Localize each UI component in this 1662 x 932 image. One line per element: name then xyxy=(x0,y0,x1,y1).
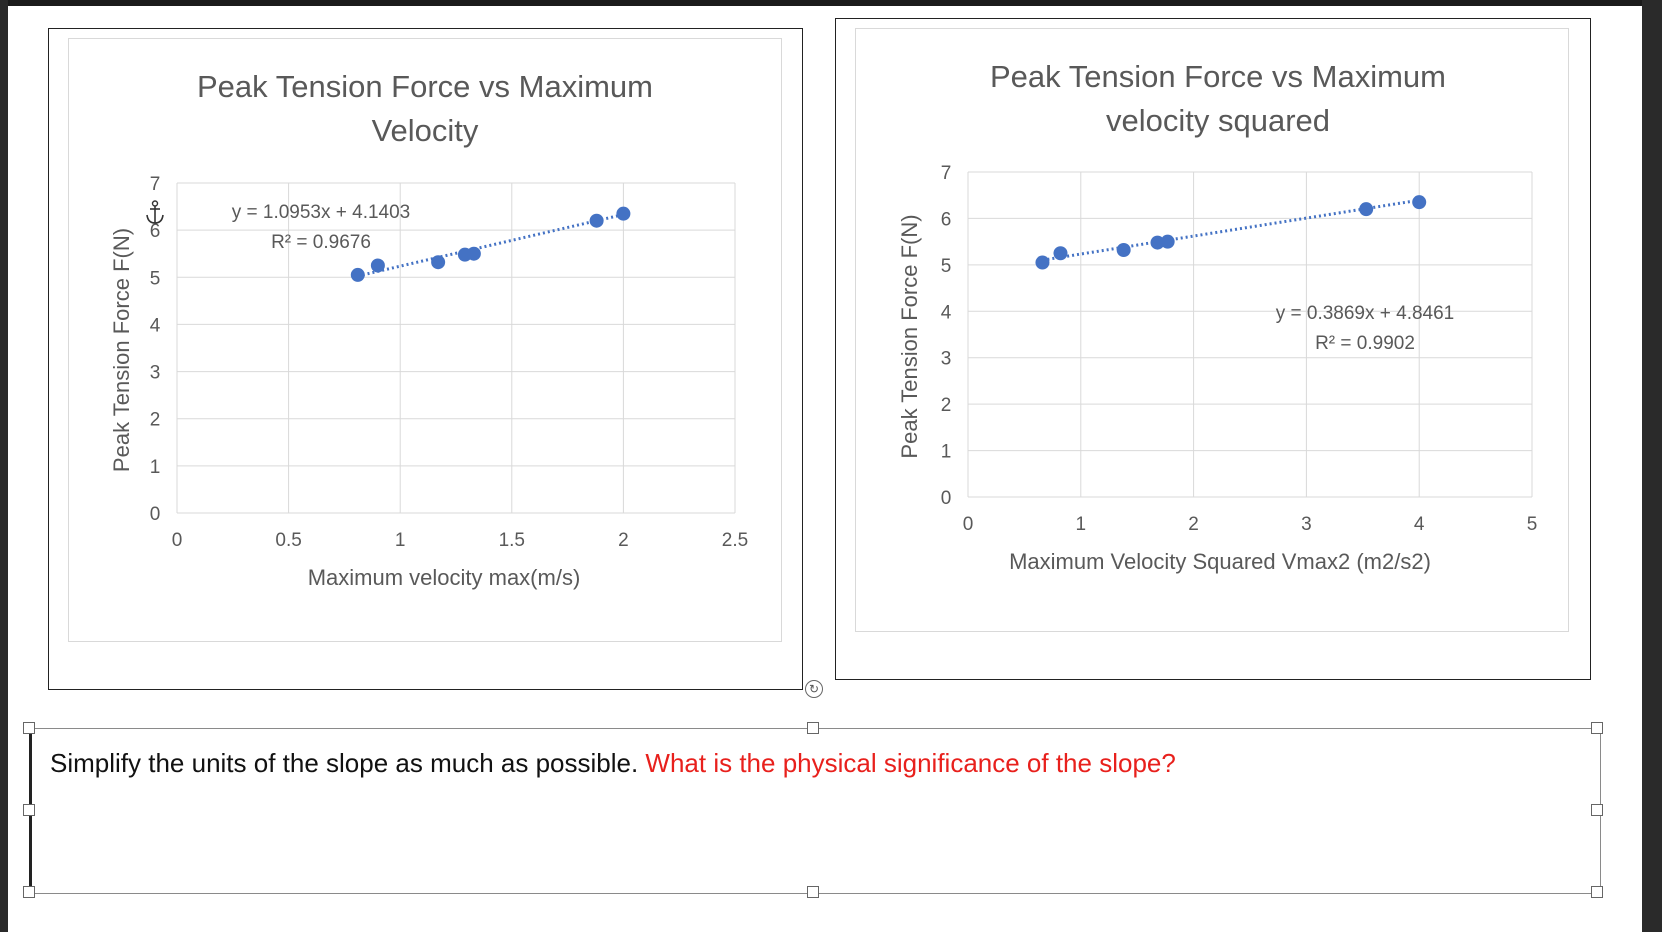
x-tick-label: 1 xyxy=(1076,514,1087,535)
y-tick-label: 0 xyxy=(941,488,952,509)
velocity-squared-chart-svg: Peak Tension Force vs Maximum velocity sq… xyxy=(897,59,1538,574)
trendline xyxy=(357,213,624,278)
data-point xyxy=(589,213,604,228)
data-point xyxy=(1116,243,1131,257)
x-tick-label: 0.5 xyxy=(275,530,301,551)
data-point xyxy=(431,255,446,270)
chart-area: Peak Tension Force vs Maximum velocity sq… xyxy=(855,28,1569,632)
data-point xyxy=(350,267,365,282)
x-tick-label: 2 xyxy=(1188,514,1199,535)
trendline xyxy=(1042,198,1420,262)
data-point xyxy=(616,206,631,221)
velocity-chart-svg: Peak Tension Force vs Maximum Velocity 0 0.… xyxy=(109,69,748,590)
trendline-equation: y = 0.3869x + 4.8461 xyxy=(1276,303,1455,324)
y-tick-label: 2 xyxy=(941,395,952,416)
x-tick-label: 5 xyxy=(1527,514,1538,535)
y-tick-label: 1 xyxy=(150,457,161,478)
data-point xyxy=(1150,235,1165,250)
y-tick-label: 6 xyxy=(941,209,952,230)
y-axis-label: Peak Tension Force F(N) xyxy=(897,214,922,458)
data-point xyxy=(1053,246,1068,261)
chart-title-line-2: velocity squared xyxy=(1106,103,1330,138)
chart-area: Peak Tension Force vs Maximum Velocity 0 0.… xyxy=(68,38,782,642)
window-top-edge xyxy=(0,0,1662,6)
y-tick-label: 4 xyxy=(150,315,161,336)
resize-handle-bottom-right[interactable] xyxy=(1591,886,1603,898)
y-tick-label: 0 xyxy=(150,504,161,525)
chart-object-velocity[interactable]: Peak Tension Force vs Maximum Velocity 0 0.… xyxy=(48,28,803,690)
y-tick-label: 2 xyxy=(150,410,161,431)
window-left-edge xyxy=(0,0,8,932)
data-point xyxy=(466,246,481,261)
question-red-text: What is the physical significance of the… xyxy=(645,748,1176,778)
resize-handle-top-left[interactable] xyxy=(23,722,35,734)
question-text: Simplify the units of the slope as much … xyxy=(50,748,1176,779)
x-axis-label: Maximum Velocity Squared Vmax2 (m2/s2) xyxy=(1009,549,1431,574)
x-tick-label: 4 xyxy=(1414,514,1425,535)
data-point xyxy=(1035,255,1050,270)
data-point xyxy=(370,258,385,273)
resize-handle-top-middle[interactable] xyxy=(807,722,819,734)
x-tick-label: 0 xyxy=(963,514,974,535)
y-tick-label: 5 xyxy=(941,256,952,277)
x-tick-label: 2.5 xyxy=(722,530,748,551)
x-tick-label: 3 xyxy=(1301,514,1312,535)
y-tick-label: 3 xyxy=(941,349,952,370)
x-tick-label: 1.5 xyxy=(499,530,525,551)
y-axis-label: Peak Tension Force F(N) xyxy=(109,228,134,472)
resize-handle-middle-left[interactable] xyxy=(23,804,35,816)
data-point xyxy=(1160,234,1175,249)
r-squared-value: R² = 0.9902 xyxy=(1315,333,1415,354)
x-axis-label: Maximum velocity max(m/s) xyxy=(308,565,581,590)
y-tick-label: 7 xyxy=(150,174,161,195)
anchor-icon xyxy=(146,200,164,224)
trendline-equation: y = 1.0953x + 4.1403 xyxy=(232,202,411,223)
y-tick-label: 6 xyxy=(150,221,161,242)
resize-handle-bottom-left[interactable] xyxy=(23,886,35,898)
chart-title-line-2: Velocity xyxy=(372,113,479,148)
x-tick-label: 1 xyxy=(395,530,406,551)
rotate-handle-icon[interactable]: ↻ xyxy=(805,680,823,698)
data-point xyxy=(1359,202,1374,217)
y-tick-label: 1 xyxy=(941,442,952,463)
chart-title-line-1: Peak Tension Force vs Maximum xyxy=(197,69,653,104)
y-tick-label: 3 xyxy=(150,363,161,384)
resize-handle-bottom-middle[interactable] xyxy=(807,886,819,898)
x-tick-label: 0 xyxy=(172,530,183,551)
data-point xyxy=(1412,195,1427,210)
y-tick-label: 4 xyxy=(941,302,952,323)
window-right-edge xyxy=(1642,0,1662,932)
chart-title-line-1: Peak Tension Force vs Maximum xyxy=(990,59,1446,94)
resize-handle-middle-right[interactable] xyxy=(1591,804,1603,816)
resize-handle-top-right[interactable] xyxy=(1591,722,1603,734)
r-squared-value: R² = 0.9676 xyxy=(271,232,371,253)
chart-object-velocity-squared[interactable]: Peak Tension Force vs Maximum velocity sq… xyxy=(835,18,1591,680)
question-black-text: Simplify the units of the slope as much … xyxy=(50,748,646,778)
y-tick-label: 5 xyxy=(150,268,161,289)
x-tick-label: 2 xyxy=(618,530,629,551)
y-tick-label: 7 xyxy=(941,163,952,184)
